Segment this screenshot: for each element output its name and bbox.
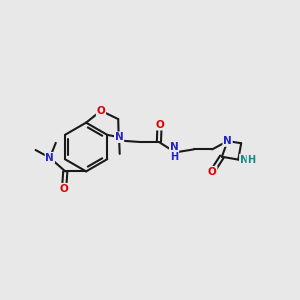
Text: N: N (115, 132, 124, 142)
Text: N: N (223, 136, 232, 146)
Text: N: N (240, 154, 249, 165)
Text: O: O (60, 184, 68, 194)
Text: H: H (170, 152, 178, 162)
Text: O: O (155, 120, 164, 130)
Text: N: N (170, 142, 178, 152)
Text: N: N (46, 153, 54, 163)
Text: O: O (97, 106, 105, 116)
Text: H: H (247, 154, 255, 165)
Text: O: O (208, 167, 217, 177)
